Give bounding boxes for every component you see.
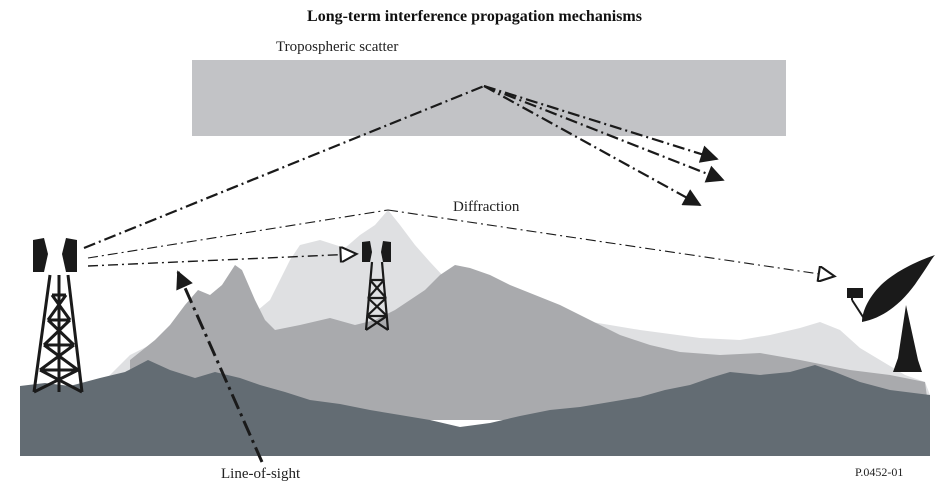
diffraction-label: Diffraction: [453, 199, 520, 215]
antenna-tower-icon: [32, 238, 84, 394]
diffraction-path: [87, 209, 833, 276]
line-of-sight-label: Line-of-sight: [221, 466, 301, 482]
troposphere-layer: [192, 60, 786, 136]
line-of-sight-pointer: [176, 270, 264, 463]
line-of-sight-path: [87, 254, 355, 267]
satellite-dish-icon: [847, 255, 935, 372]
tropospheric-scatter-label: Tropospheric scatter: [276, 39, 399, 55]
figure-reference: P.0452-01: [855, 465, 904, 479]
antenna-tower-icon: [362, 241, 391, 331]
tropospheric-scatter-path: [83, 84, 725, 250]
diagram-title: Long-term interference propagation mecha…: [307, 8, 642, 25]
